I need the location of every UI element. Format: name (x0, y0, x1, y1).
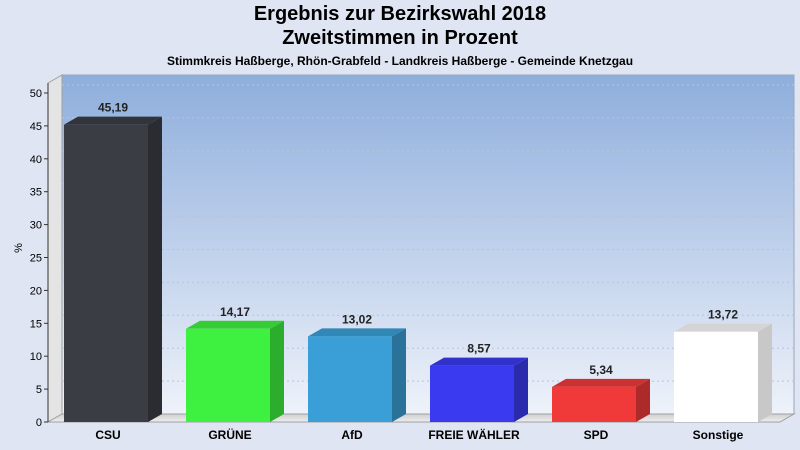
bar-front (308, 336, 392, 422)
bar-front (674, 331, 758, 422)
y-tick-label: 25 (30, 253, 42, 265)
value-label: 13,02 (342, 312, 372, 326)
y-tick-label: 30 (30, 220, 42, 232)
value-label: 45,19 (98, 101, 128, 115)
bar-side (758, 323, 772, 422)
x-tick-label: Sonstige (693, 428, 744, 442)
bar-side (392, 328, 406, 422)
bar-top (64, 116, 162, 125)
bar-front (430, 365, 514, 422)
bar-side (270, 320, 284, 422)
bar-grüne: 14,17 (186, 305, 284, 422)
bar-side (636, 378, 650, 422)
y-tick-label: 45 (30, 121, 42, 133)
x-tick-label: FREIE WÄHLER (428, 427, 520, 442)
bar-top (552, 378, 650, 387)
y-tick-label: 35 (30, 187, 42, 199)
bar-side (514, 357, 528, 422)
side-wall (47, 74, 63, 423)
y-tick-label: 0 (36, 417, 42, 429)
bar-top (186, 320, 284, 329)
bar-front (64, 124, 148, 422)
bar-side (148, 116, 162, 422)
bar-csu: 45,19 (64, 101, 162, 422)
y-tick-label: 15 (30, 318, 42, 330)
y-tick-label: 40 (30, 154, 42, 166)
bar-sonstige: 13,72 (674, 308, 772, 422)
chart-title: Ergebnis zur Bezirkswahl 2018 (253, 3, 547, 25)
y-tick-label: 10 (30, 351, 42, 363)
value-label: 14,17 (220, 305, 250, 319)
value-label: 13,72 (708, 308, 738, 322)
y-tick-label: 50 (30, 88, 42, 100)
y-tick-label: 5 (36, 384, 42, 396)
bar-spd: 5,34 (552, 363, 650, 422)
bars: 45,19 14,17 13,02 8,57 5,34 13,72 (64, 101, 772, 422)
value-label: 8,57 (467, 342, 491, 356)
value-label: 5,34 (589, 363, 613, 377)
bar-freie-wähler: 8,57 (430, 342, 528, 422)
chart-caption: Stimmkreis Haßberge, Rhön-Grabfeld - Lan… (166, 54, 634, 68)
y-tick-label: 20 (30, 285, 42, 297)
bar-top (308, 328, 406, 337)
bar-top (430, 357, 528, 366)
bar-top (674, 323, 772, 332)
x-tick-label: GRÜNE (208, 427, 251, 442)
x-tick-label: CSU (95, 428, 120, 442)
x-axis: CSU GRÜNE AfD FREIE WÄHLER SPD Sonstige (95, 427, 743, 442)
y-axis: 0 5 10 15 20 25 30 35 40 45 50 (30, 83, 49, 429)
grid-lines (62, 84, 794, 382)
x-tick-label: SPD (584, 428, 609, 442)
bar-front (552, 386, 636, 422)
x-tick-label: AfD (341, 428, 363, 442)
bar-front (186, 328, 270, 422)
y-axis-label: % (13, 243, 25, 253)
chart-subtitle: Zweitstimmen in Prozent (282, 27, 518, 49)
bar-afd: 13,02 (308, 312, 406, 422)
